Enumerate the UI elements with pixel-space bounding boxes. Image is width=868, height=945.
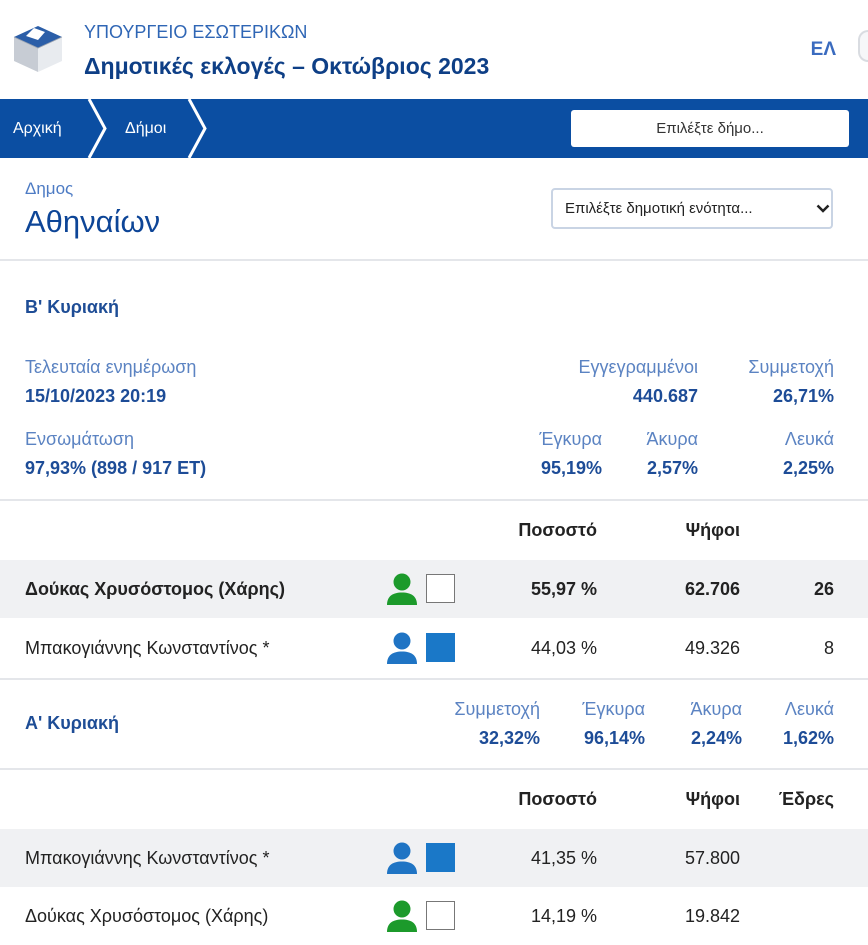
divider [0, 768, 868, 770]
candidate-percent: 14,19 % [530, 906, 597, 926]
column-header-percent: Ποσοστό [518, 789, 597, 809]
valid-label: Έγκυρα [582, 699, 645, 719]
candidate-name: Δούκας Χρυσόστομος (Χάρης) [25, 579, 285, 599]
table-row: Μπακογιάννης Κωνσταντίνος * 44,03 % 49.3… [0, 618, 868, 678]
ministry-name: ΥΠΟΥΡΓΕΙΟ ΕΣΩΤΕΡΙΚΩΝ [84, 22, 308, 42]
divider [0, 259, 868, 261]
party-color-swatch [426, 633, 455, 662]
first-round-results-table: Ποσοστό Ψήφοι Έδρες Μπακογιάννης Κωνσταν… [0, 770, 868, 945]
last-update-label: Τελευταία ενημέρωση [25, 357, 197, 377]
municipal-unit-select-value: Επιλέξτε δημοτική ενότητα... [565, 200, 753, 217]
table-row: Μπακογιάννης Κωνσταντίνος * 41,35 % 57.8… [0, 829, 868, 887]
chevron-down-icon [816, 204, 830, 213]
turnout-value: 32,32% [478, 728, 540, 748]
breadcrumb: Αρχική Δήμοι Επιλέξτε δήμο... [0, 99, 868, 158]
candidate-votes: 57.800 [684, 848, 740, 868]
person-icon [387, 632, 417, 664]
second-round-title: Β' Κυριακή [25, 297, 119, 317]
valid-label: Έγκυρα [539, 429, 602, 449]
person-icon [387, 842, 417, 874]
turnout-label: Συμμετοχή [748, 357, 834, 377]
breadcrumb-separator-icon [87, 99, 107, 158]
breadcrumb-municipalities[interactable]: Δήμοι [125, 120, 167, 137]
candidate-percent: 55,97 % [530, 579, 597, 599]
municipality-search-input[interactable]: Επιλέξτε δήμο... [571, 110, 849, 147]
table-row: Δούκας Χρυσόστομος (Χάρης) 55,97 % 62.70… [0, 560, 868, 618]
invalid-value: 2,57% [646, 458, 698, 478]
blank-label: Λευκά [784, 429, 834, 449]
registered-label: Εγγεγραμμένοι [578, 357, 698, 377]
municipality-label: Δημος [25, 179, 74, 198]
municipality-name: Αθηναίων [25, 204, 161, 239]
blank-label: Λευκά [784, 699, 834, 719]
divider [0, 499, 868, 501]
ballot-box-icon [13, 26, 63, 72]
candidate-votes: 49.326 [684, 638, 740, 658]
first-round-title: Α' Κυριακή [25, 713, 119, 733]
column-header-votes: Ψήφοι [685, 520, 740, 540]
first-round-summary: Α' Κυριακή Συμμετοχή 32,32% Έγκυρα 96,14… [0, 680, 868, 768]
candidate-percent: 41,35 % [530, 848, 597, 868]
second-round-results-table: Ποσοστό Ψήφοι Δούκας Χρυσόστομος (Χάρης)… [0, 501, 868, 678]
turnout-label: Συμμετοχή [454, 699, 540, 719]
candidate-percent: 44,03 % [530, 638, 597, 658]
candidate-name: Μπακογιάννης Κωνσταντίνος * [25, 638, 270, 658]
table-row: Δούκας Χρυσόστομος (Χάρης) 14,19 % 19.84… [0, 887, 868, 945]
column-header-percent: Ποσοστό [518, 520, 597, 540]
candidate-votes: 19.842 [684, 906, 740, 926]
valid-value: 95,19% [540, 458, 602, 478]
site-header: ΥΠΟΥΡΓΕΙΟ ΕΣΩΤΕΡΙΚΩΝ Δημοτικές εκλογές –… [0, 0, 868, 99]
candidate-name: Μπακογιάννης Κωνσταντίνος * [25, 848, 270, 868]
person-icon [387, 573, 417, 605]
column-header-votes: Ψήφοι [685, 789, 740, 809]
column-header-seats: Έδρες [778, 789, 834, 809]
party-color-swatch [426, 901, 455, 930]
menu-icon[interactable] [858, 30, 868, 62]
breadcrumb-separator-icon [187, 99, 207, 158]
invalid-label: Άκυρα [646, 429, 698, 449]
candidate-seats: 26 [813, 579, 834, 599]
breadcrumb-home[interactable]: Αρχική [13, 120, 62, 137]
invalid-value: 2,24% [690, 728, 742, 748]
divider [0, 678, 868, 680]
person-icon [387, 900, 417, 932]
turnout-value: 26,71% [772, 386, 834, 406]
municipality-header: Δημος Αθηναίων Επιλέξτε δημοτική ενότητα… [0, 158, 868, 259]
integration-label: Ενσωμάτωση [25, 429, 134, 449]
municipal-unit-select[interactable]: Επιλέξτε δημοτική ενότητα... [551, 188, 833, 229]
blank-value: 2,25% [782, 458, 834, 478]
invalid-label: Άκυρα [690, 699, 742, 719]
valid-value: 96,14% [583, 728, 645, 748]
candidate-seats: 8 [823, 638, 834, 658]
blank-value: 1,62% [782, 728, 834, 748]
integration-value: 97,93% (898 / 917 ΕΤ) [25, 458, 207, 478]
second-round-summary: Β' Κυριακή Τελευταία ενημέρωση 15/10/202… [0, 261, 868, 499]
party-color-swatch [426, 574, 455, 603]
last-update-value: 15/10/2023 20:19 [25, 386, 167, 406]
party-color-swatch [426, 843, 455, 872]
candidate-name: Δούκας Χρυσόστομος (Χάρης) [25, 906, 269, 926]
candidate-votes: 62.706 [684, 579, 740, 599]
language-switch[interactable]: ΕΛ [810, 39, 836, 60]
page-title: Δημοτικές εκλογές – Οκτώβριος 2023 [84, 53, 490, 79]
registered-value: 440.687 [632, 386, 698, 406]
